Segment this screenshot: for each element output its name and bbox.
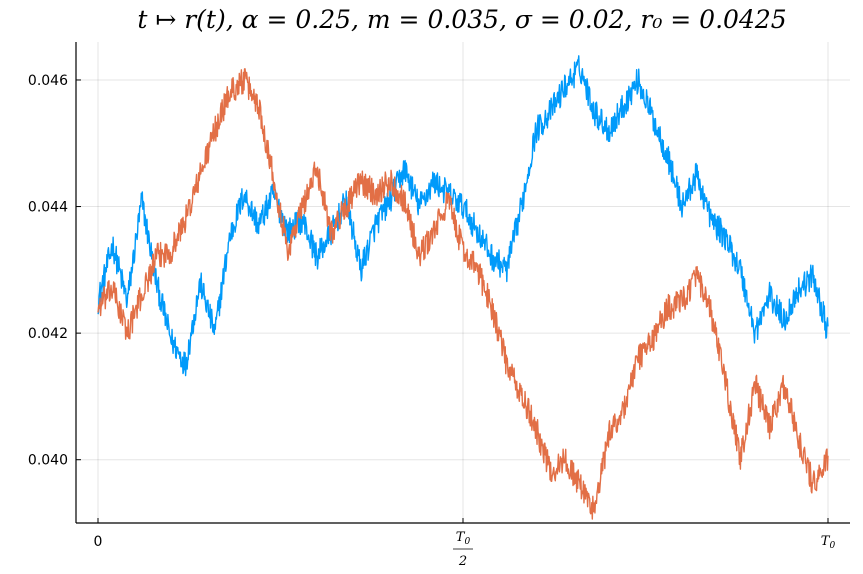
y-tick-label: 0.044	[28, 200, 68, 216]
x-tick-label-denominator: 2	[458, 554, 467, 569]
x-tick-label: T0	[821, 534, 836, 551]
series-line-1	[97, 55, 829, 377]
series-line-2	[97, 68, 829, 520]
x-tick-label-numerator: T0	[456, 530, 471, 547]
x-tick-label: 0	[94, 534, 103, 550]
axes-layer: 0.040 0.042 0.044 0.046 0 T0 2 T0	[28, 42, 850, 569]
series-layer	[97, 55, 829, 520]
y-tick-label: 0.046	[28, 73, 68, 89]
grid-layer	[76, 42, 850, 523]
y-tick-label: 0.040	[28, 453, 68, 469]
y-tick-label: 0.042	[28, 326, 68, 342]
chart-title: t ↦ r(t), α = 0.25, m = 0.035, σ = 0.02,…	[137, 5, 786, 34]
